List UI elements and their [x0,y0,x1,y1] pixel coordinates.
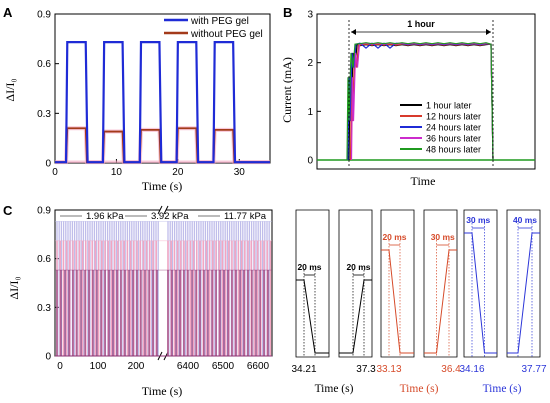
response-xlabel-2: Time (s) [483,383,522,395]
panel-b-ytick-label: 3 [307,10,313,21]
response-time-label-2: 30 ms [466,215,490,225]
response-time-label-1: 30 ms [431,232,455,242]
panel-c-xtick-label: 0 [57,361,63,372]
panel-a-xtick-label: 20 [172,167,184,178]
series-with-peg [55,41,270,164]
panel-c-legend-label-0: 1.96 kPa [86,211,124,222]
response-xlabel-0: Time (s) [315,383,354,395]
response-end-label-0: 37.3 [356,364,376,375]
panel-label-b: B [283,5,292,20]
response-end-label-2: 37.77 [521,364,546,375]
panel-label-c: C [3,203,13,218]
panel-b-ylabel: Current (mA) [280,57,294,123]
panel-a-ytick-label: 0.3 [37,109,51,120]
panel-c-ytick-label: 0.9 [37,206,51,217]
panel-b-legend-label-2: 24 hours later [426,123,481,133]
panel-b-legend-label-3: 36 hours later [426,134,481,144]
panel-a-ytick-label: 0.6 [37,59,51,70]
panel-c-xtick-label: 200 [128,361,145,372]
panel-a: 0 0.3 0.6 0.9 0 10 20 30 with PEG gel without … [3,10,271,193]
panel-a-ytick-label: 0 [45,159,51,170]
response-time-label-0: 20 ms [297,262,321,272]
panel-c-axis-break [163,205,169,215]
response-trace-1 [381,249,457,354]
response-end-label-1: 36.4 [441,364,461,375]
response-frame-0 [338,209,373,358]
panel-b-ytick-label: 0 [307,156,313,167]
panel-label-a: A [3,5,13,20]
response-time-label-0: 20 ms [346,262,370,272]
panel-c-ytick-label: 0.6 [37,254,51,265]
panel-c-ylabel: ΔI/I₀ [7,276,21,299]
panel-c-xtick-label: 6500 [212,361,235,372]
panel-c-ytick-label: 0 [45,352,51,363]
response-frame-0 [295,209,330,358]
response-start-label-0: 34.21 [291,364,316,375]
panel-a-xlabel: Time (s) [142,179,183,193]
response-time-label-1: 20 ms [382,232,406,242]
panel-c-legend-label-1: 3.92 kPa [151,211,189,222]
response-frame-2 [463,209,498,358]
response-frame-2 [506,209,541,358]
panel-b-ytick-label: 1 [307,107,313,118]
panel-b-annotation: 1 hour [407,19,435,29]
panel-b-xlabel: Time [411,174,436,188]
response-start-label-1: 33.13 [376,364,401,375]
response-frame-1 [380,209,415,358]
panel-c-xlabel: Time (s) [142,384,183,398]
panel-b-series-4 [346,42,494,161]
panel-b-legend-label-0: 1 hour later [426,101,472,111]
response-trace-2 [464,232,540,354]
panel-b-frame [316,13,536,170]
response-frame-1 [423,209,458,358]
panel-b-ytick-label: 2 [307,58,313,69]
panel-c-axis-break [157,205,163,215]
legend-label-with-peg: with PEG gel [190,16,249,27]
panel-a-xtick-label: 10 [111,167,123,178]
legend-label-without-peg: without PEG gel [190,29,263,40]
panel-b-legend-label-1: 12 hours later [426,112,481,122]
panel-c-ytick-label: 0.3 [37,303,51,314]
response-trace-0 [296,279,372,354]
panel-c-legend-label-2: 11.77 kPa [224,211,267,222]
panel-a-ylabel: ΔI/I₀ [3,78,17,101]
panel-a-ytick-label: 0.9 [37,10,51,21]
panel-c-xtick-label: 100 [90,361,107,372]
response-time-label-2: 40 ms [513,215,537,225]
response-xlabel-1: Time (s) [400,383,439,395]
panel-a-xtick-label: 30 [234,167,246,178]
response-start-label-2: 34.16 [459,364,484,375]
panel-c-xtick-label: 6600 [247,361,270,372]
panel-c: 0 0.3 0.6 0.9 0 100 200 6400 6500 6600 1.96 kPa 3.9… [7,205,273,398]
panel-a-xtick-label: 0 [52,167,58,178]
panel-c-xtick-label: 6400 [177,361,200,372]
panel-b-legend-label-4: 48 hours later [426,145,481,155]
